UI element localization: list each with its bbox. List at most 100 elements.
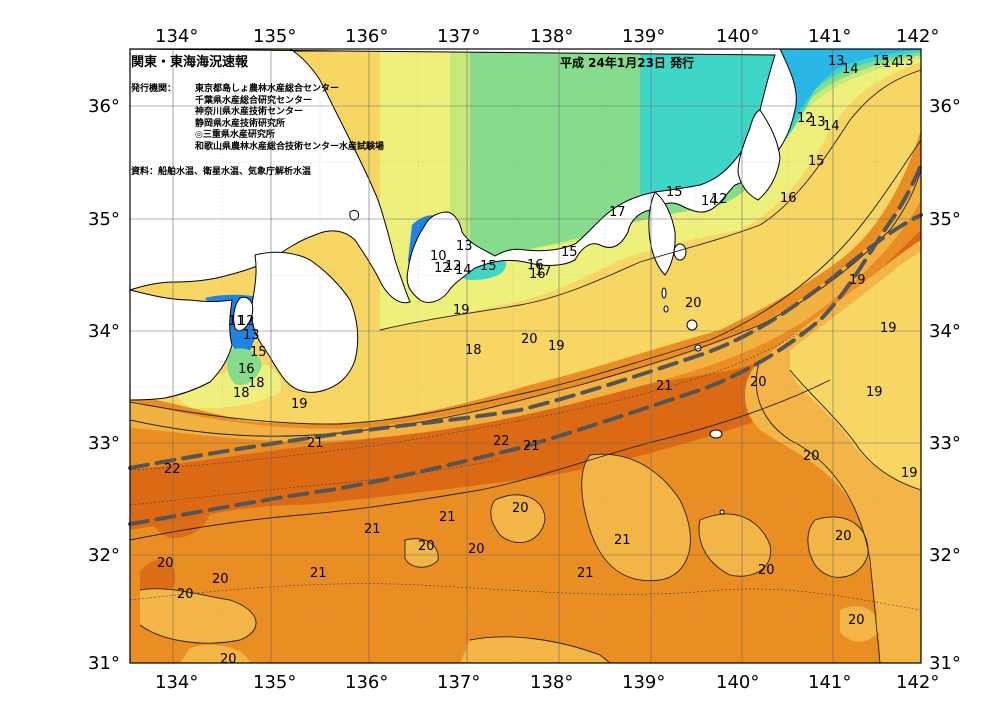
contour-label: 17 — [535, 264, 552, 279]
contour-label: 14 — [701, 194, 718, 209]
kuroshio-axis — [128, 163, 923, 526]
lon-label: 139° — [622, 672, 665, 693]
contour-label: 21 — [577, 566, 594, 581]
contour-label: 13 — [828, 54, 845, 69]
lon-label: 134° — [155, 26, 198, 47]
contour-label: 19 — [548, 339, 565, 354]
issuer-item: 東京都島しょ農林水産総合センター — [195, 84, 340, 94]
contour-label: 20 — [848, 613, 865, 628]
lat-label: 36° — [88, 96, 120, 117]
lon-label: 138° — [530, 672, 573, 693]
lon-labels-top: 134° 135° 136° 137° 138° 139° 140° 141° … — [155, 26, 939, 47]
lon-label: 142° — [896, 672, 939, 693]
contour-20-south-2 — [581, 453, 691, 582]
lon-label: 140° — [716, 26, 759, 47]
contour-label: 20 — [835, 529, 852, 544]
contour-label: 20 — [803, 449, 820, 464]
contour-label: 12 — [434, 261, 451, 276]
contour-19 — [379, 69, 922, 331]
lon-label: 141° — [808, 672, 851, 693]
contour-label: 15 — [808, 154, 825, 169]
contour-20-east — [755, 359, 881, 664]
contour-label: 15 — [561, 245, 578, 260]
land-aogashima — [719, 509, 725, 515]
lat-label: 34° — [929, 321, 961, 342]
zone-16-kii-channel — [227, 348, 262, 386]
issuer-item: ◎三重県水産研究所 — [195, 130, 275, 140]
contour-label: 13 — [456, 239, 473, 254]
contour-label: 19 — [291, 397, 308, 412]
contour-dotted-2 — [129, 583, 922, 611]
contour-label: 18 — [248, 376, 265, 391]
contour-21-south — [129, 379, 831, 541]
contour-label: 19 — [901, 466, 918, 481]
contour-label: 20 — [468, 542, 485, 557]
contour-label: 12 — [238, 314, 255, 329]
contour-label: 20 — [521, 332, 538, 347]
contour-label: 21 — [364, 522, 381, 537]
map-title: 関東・東海海況速報 — [131, 55, 249, 70]
contour-dotted-3 — [129, 459, 501, 506]
contour-label: 12 — [711, 192, 728, 207]
contour-label: 20 — [418, 539, 435, 554]
patch-20h — [840, 606, 880, 642]
minor-contours — [129, 319, 922, 611]
lat-label: 33° — [929, 433, 961, 454]
contour-label: 18 — [233, 386, 250, 401]
contour-label: 16 — [238, 362, 255, 377]
contour-label: 13 — [809, 115, 826, 130]
lon-label: 138° — [530, 26, 573, 47]
contour-20 — [129, 139, 922, 425]
patch-20e — [140, 588, 257, 644]
contour-label: 16 — [529, 267, 546, 282]
contour-label: 19 — [849, 273, 866, 288]
patch-20a — [490, 494, 545, 543]
lat-labels-left: 36° 35° 34° 33° 32° 31° — [88, 96, 120, 674]
patch-20g — [460, 636, 610, 663]
lon-label: 141° — [808, 26, 851, 47]
issuer-item: 和歌山県農林水産総合技術センター水産試験場 — [195, 141, 385, 152]
lon-label: 135° — [253, 672, 296, 693]
contour-label: 12 — [797, 111, 814, 126]
patch-20i — [405, 538, 439, 568]
land-kii-peninsula — [251, 251, 359, 393]
patch-20b — [581, 454, 691, 581]
lat-label: 34° — [88, 321, 120, 342]
contour-value-labels: 13 14 15 14 13 12 13 14 15 16 15 14 12 1… — [157, 54, 918, 667]
contour-label: 18 — [465, 343, 482, 358]
graticule — [130, 49, 921, 663]
contour-label: 22 — [493, 434, 510, 449]
contour-label: 13 — [897, 54, 914, 69]
land-miyakejima — [686, 319, 698, 331]
warm-spot-22a — [148, 478, 211, 539]
contour-20-south-1 — [490, 494, 546, 543]
contour-label: 20 — [220, 652, 237, 667]
patch-20d — [807, 516, 869, 578]
lon-label: 142° — [896, 26, 939, 47]
contour-label: 16 — [780, 191, 797, 206]
contour-label: 19 — [453, 303, 470, 318]
contour-20-south-7 — [404, 538, 439, 568]
contour-label: 20 — [685, 296, 702, 311]
lat-label: 36° — [929, 96, 961, 117]
land-hachijojima — [709, 429, 723, 439]
contour-label: 12 — [445, 259, 462, 274]
lon-label: 137° — [437, 26, 480, 47]
contour-label: 16 — [527, 258, 544, 273]
land-honshu — [129, 48, 797, 304]
contour-label: 20 — [212, 572, 229, 587]
contour-label: 15 — [666, 185, 683, 200]
lon-label: 137° — [437, 672, 480, 693]
land-izu-peninsula — [648, 191, 676, 276]
contour-label: 20 — [157, 556, 174, 571]
land-shikoku — [129, 289, 233, 401]
lat-label: 33° — [88, 433, 120, 454]
warm-spot-22c — [429, 421, 546, 470]
contour-label: 20 — [177, 587, 194, 602]
contour-label: 21 — [614, 533, 631, 548]
contour-label: 19 — [880, 321, 897, 336]
data-source: 資料：船舶水温、衛星水温、気象庁解析水温 — [131, 167, 312, 177]
lat-labels-right: 36° 35° 34° 33° 32° 31° — [929, 96, 961, 674]
contour-20-south-4 — [807, 516, 869, 578]
